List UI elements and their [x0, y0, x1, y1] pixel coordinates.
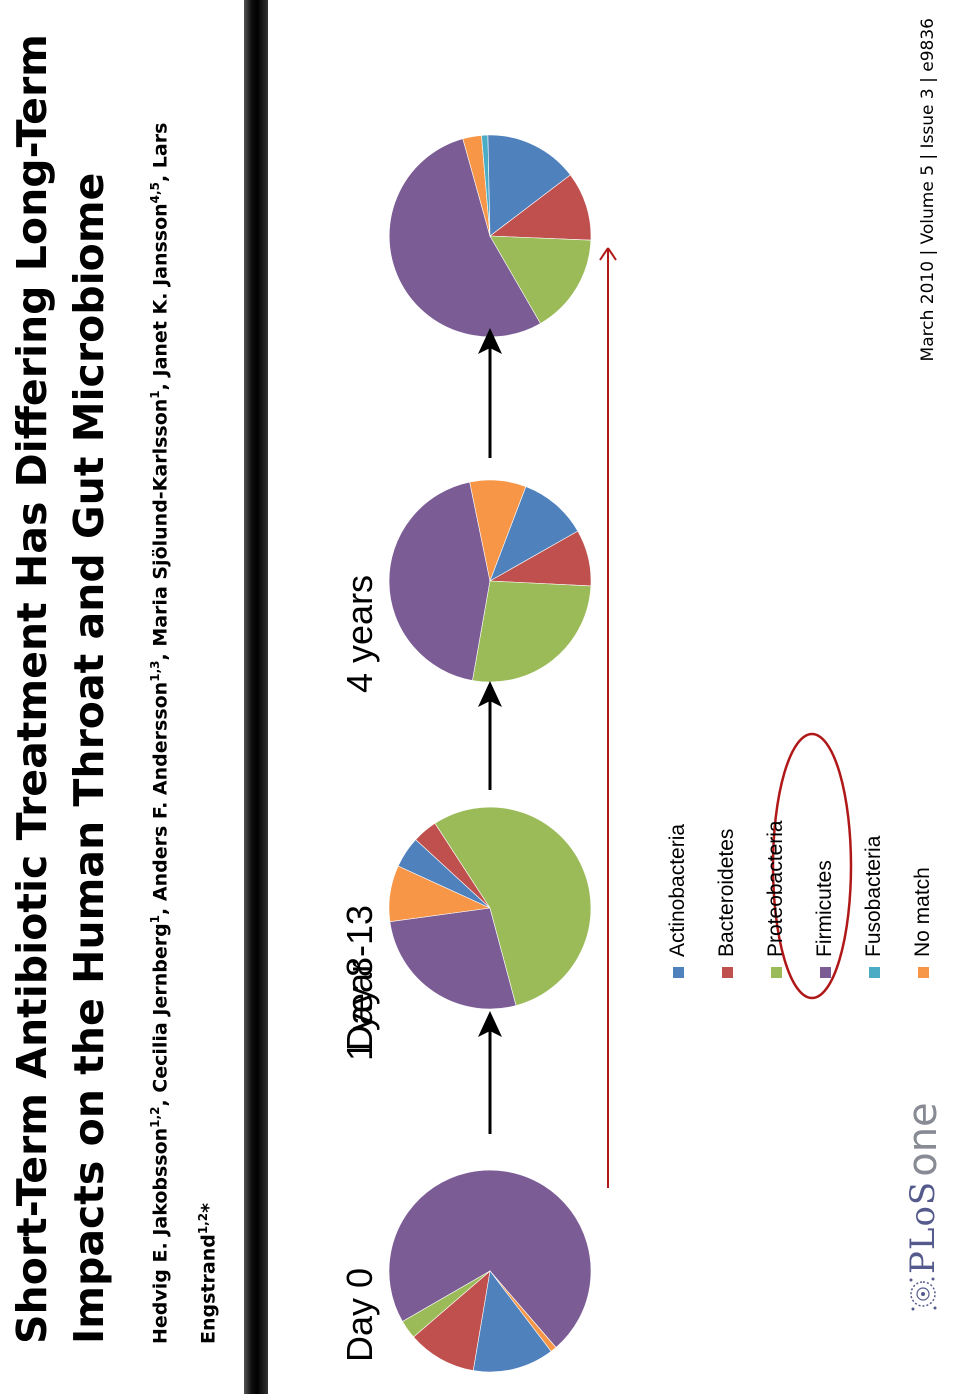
legend-swatch [868, 967, 880, 978]
timepoint-label: 4 years [339, 575, 380, 693]
timeline-arrow-head [478, 681, 502, 707]
timepoint-label: 1 year [339, 961, 380, 1061]
legend-swatch [917, 967, 929, 978]
legend-item: Proteobacteria [761, 820, 791, 978]
legend-swatch [672, 967, 684, 978]
legend-label: Actinobacteria [666, 823, 689, 957]
legend-item: No match [908, 867, 938, 978]
legend-label: No match [911, 867, 934, 957]
pie-slice-bacteroidetes [413, 1270, 491, 1371]
highlight-arrow-head [599, 247, 617, 261]
legend-swatch [721, 967, 733, 978]
legend-label: Bacteroidetes [715, 828, 738, 957]
legend-label: Firmicutes [813, 860, 836, 957]
logo-plos-text: PLoS [903, 1180, 943, 1274]
pie-slice-proteobacteria [489, 235, 592, 324]
pie-slice-bacteroidetes [489, 174, 592, 241]
journal-logo: PLoS one [900, 1102, 946, 1314]
pie-slice-firmicutes [388, 138, 541, 338]
pie-slice-firmicutes [388, 481, 491, 681]
timepoint-label: Day 0 [339, 1268, 380, 1362]
pie-slice-actinobacteria [487, 134, 571, 237]
pie-slice-actinobacteria [472, 1270, 552, 1373]
legend-label: Fusobacteria [862, 835, 885, 957]
logo-one-text: one [900, 1102, 946, 1177]
legend-item: Fusobacteria [859, 836, 889, 978]
globe-icon [909, 1277, 937, 1311]
legend-item: Firmicutes [810, 860, 840, 978]
citation-line: March 2010 | Volume 5 | Issue 3 | e9836 [918, 18, 938, 362]
legend: Actinobacteria Bacteroidetes Proteobacteri… [660, 718, 960, 978]
pie-slice-proteobacteria [434, 806, 592, 1006]
legend-swatch [770, 967, 782, 978]
legend-item: Actinobacteria [663, 824, 693, 978]
timeline-arrow-head [478, 1011, 502, 1037]
firmicutes-highlight-ellipse [771, 732, 853, 1000]
pie-slice-firmicutes [388, 1169, 592, 1348]
legend-item: Bacteroidetes [712, 829, 742, 978]
pie-slice-proteobacteria [472, 580, 592, 683]
pie-slice-actinobacteria [489, 486, 579, 582]
pie-slice-proteobacteria [402, 1270, 491, 1338]
pie-slice-firmicutes [389, 907, 517, 1010]
legend-label: Proteobacteria [764, 820, 787, 957]
legend-swatch [819, 967, 831, 978]
timepoint-label: Day 8-13 [339, 905, 380, 1051]
timeline-arrow-head [478, 328, 502, 354]
